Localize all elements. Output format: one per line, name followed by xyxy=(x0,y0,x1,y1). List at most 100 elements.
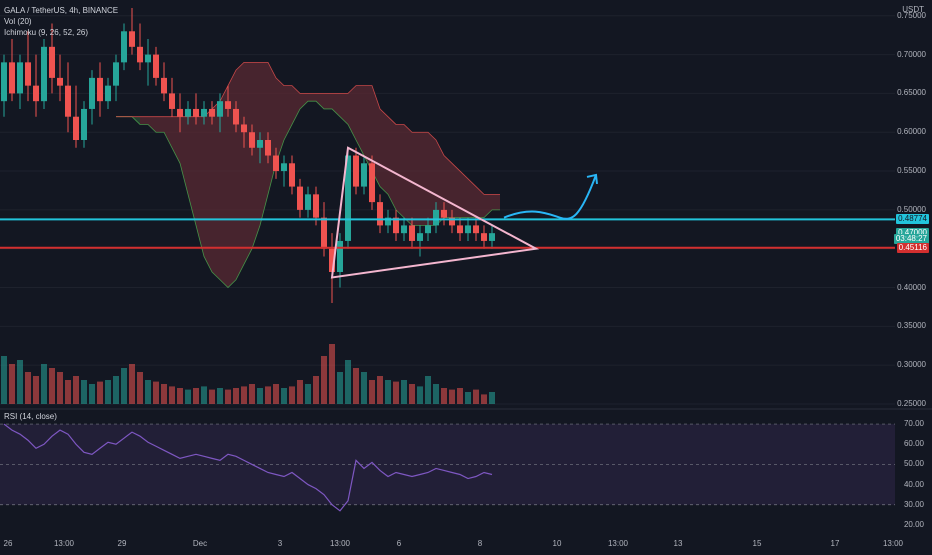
candle-body xyxy=(241,124,247,133)
candle-body xyxy=(489,233,495,241)
candle-body xyxy=(401,225,407,234)
volume-bar xyxy=(337,372,343,404)
candle-body xyxy=(417,233,423,241)
volume-bar xyxy=(217,388,223,404)
candle-body xyxy=(153,54,159,78)
cloud-segment xyxy=(444,155,452,218)
volume-bar xyxy=(265,386,271,404)
candle-body xyxy=(97,77,103,102)
time-tick-label: 8 xyxy=(477,539,483,548)
volume-bar xyxy=(169,386,175,404)
price-tag: 0.48774 xyxy=(896,214,929,225)
volume-bar xyxy=(161,384,167,404)
volume-bar xyxy=(233,388,239,404)
triangle-pattern[interactable] xyxy=(330,146,540,279)
candle-body xyxy=(273,155,279,172)
volume-bar xyxy=(49,368,55,404)
candle-body xyxy=(449,217,455,226)
volume-bar xyxy=(489,392,495,404)
candle-body xyxy=(361,163,367,187)
volume-bar xyxy=(257,388,263,404)
cloud-segment xyxy=(292,85,300,125)
candle-body xyxy=(313,194,319,218)
candle-body xyxy=(161,77,167,94)
volume-bar xyxy=(425,376,431,404)
cloud-segment xyxy=(300,93,308,109)
candle-body xyxy=(1,62,7,102)
volume-bar xyxy=(25,372,31,404)
candle-body xyxy=(257,140,263,148)
grid xyxy=(0,15,932,410)
cloud-segment xyxy=(316,93,324,109)
volume-bar xyxy=(321,356,327,404)
volume-bar xyxy=(449,389,455,404)
symbol-title[interactable]: GALA / TetherUS, 4h, BINANCE xyxy=(4,6,119,15)
rsi-tick-label: 50.00 xyxy=(903,459,924,469)
volume-bar xyxy=(121,368,127,404)
rsi-indicator-label[interactable]: RSI (14, close) xyxy=(4,412,57,421)
cloud-segment xyxy=(460,171,468,218)
ichimoku-indicator-label[interactable]: Ichimoku (9, 26, 52, 26) xyxy=(4,28,89,37)
candle-body xyxy=(433,209,439,226)
volume-bar xyxy=(345,360,351,404)
candle-body xyxy=(377,202,383,226)
volume-bar xyxy=(81,380,87,404)
time-tick-label: 13 xyxy=(673,539,683,548)
candle-body xyxy=(249,132,255,148)
price-tick-label: 0.75000 xyxy=(897,10,926,20)
candle-body xyxy=(409,225,415,241)
candle-body xyxy=(81,108,87,140)
time-tick-label: 15 xyxy=(752,539,762,548)
cloud-segment xyxy=(212,101,220,280)
price-tag: 0.45116 xyxy=(896,242,929,253)
candle-body xyxy=(353,155,359,187)
cloud-segment xyxy=(396,124,404,218)
candles xyxy=(1,8,495,304)
cloud-segment xyxy=(380,108,388,195)
volume-bar xyxy=(1,356,7,404)
candle-body xyxy=(89,77,95,109)
chart-legend: GALA / TetherUS, 4h, BINANCE Vol (20) Ic… xyxy=(4,5,118,38)
volume-bar xyxy=(33,376,39,404)
cloud-segment xyxy=(196,116,204,257)
cloud-segment xyxy=(140,116,148,125)
candle-body xyxy=(169,93,175,109)
candle-body xyxy=(185,108,191,117)
volume-bar xyxy=(185,389,191,404)
volume-bar xyxy=(9,364,15,404)
rsi-tick-label: 40.00 xyxy=(903,479,924,489)
candle-body xyxy=(49,46,55,78)
volume-indicator-label[interactable]: Vol (20) xyxy=(4,17,32,26)
cloud-segment xyxy=(156,116,164,133)
projection-arrow[interactable] xyxy=(503,174,597,220)
time-tick-label: 13:00 xyxy=(53,539,75,548)
volume-bar xyxy=(297,380,303,404)
candle-body xyxy=(113,62,119,86)
candle-body xyxy=(425,225,431,234)
cloud-segment xyxy=(180,116,188,195)
candle-body xyxy=(145,54,151,63)
volume-bar xyxy=(89,384,95,404)
candle-body xyxy=(441,209,447,218)
candle-body xyxy=(233,108,239,125)
volume-bar xyxy=(41,364,47,404)
time-tick-label: 13:00 xyxy=(882,539,904,548)
price-tick-label: 0.40000 xyxy=(897,282,926,292)
volume-bar xyxy=(393,381,399,404)
cloud-segment xyxy=(420,132,428,226)
price-tick-label: 0.30000 xyxy=(897,360,926,370)
candle-body xyxy=(193,108,199,117)
rsi-legend: RSI (14, close) xyxy=(4,411,57,422)
price-tick-label: 0.35000 xyxy=(897,321,926,331)
time-tick-label: Dec xyxy=(192,539,208,548)
cloud-segment xyxy=(476,186,484,218)
drawings[interactable] xyxy=(330,146,598,279)
volume-bar xyxy=(57,372,63,404)
volume-bar xyxy=(457,388,463,404)
candle-body xyxy=(65,85,71,117)
candle-body xyxy=(9,62,15,94)
horizontal-levels[interactable] xyxy=(0,218,895,249)
candle-body xyxy=(129,31,135,47)
